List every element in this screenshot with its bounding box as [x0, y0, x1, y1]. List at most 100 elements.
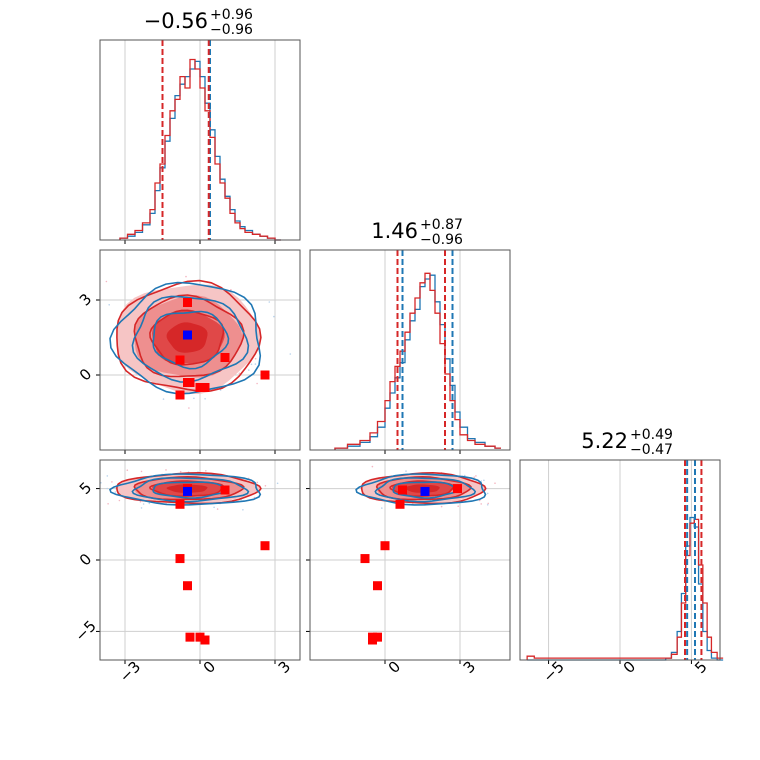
sample-point	[139, 501, 142, 503]
title-upper-error: +0.49	[630, 427, 673, 443]
sample-point	[273, 315, 275, 318]
histogram-series-a	[334, 274, 501, 450]
sample-point	[108, 304, 110, 306]
density-contours	[100, 469, 279, 645]
axes-frame	[309, 249, 511, 451]
panels: −3 0 3 0 3 −5 0 503−505	[71, 39, 724, 686]
sample-point	[106, 475, 109, 477]
diag-panel-p3	[519, 459, 724, 664]
red-marker	[220, 485, 230, 495]
contour-series-a	[109, 473, 262, 506]
sample-point	[276, 482, 279, 485]
sample-point	[142, 503, 145, 505]
red-marker	[360, 554, 370, 564]
red-marker	[175, 355, 185, 365]
sample-point	[480, 503, 483, 505]
sample-point	[105, 280, 108, 283]
sample-point	[114, 491, 117, 493]
histogram-series-a	[527, 516, 724, 661]
title-lower-error: −0.96	[420, 232, 463, 248]
histogram-series-b	[526, 518, 724, 660]
y-tick-label-p3: 5	[76, 478, 95, 497]
sample-point	[204, 398, 206, 400]
contour-series-a	[131, 477, 250, 503]
sample-point	[250, 363, 253, 366]
sample-point	[463, 474, 466, 477]
blue-marker	[420, 486, 430, 496]
sample-point	[473, 476, 476, 479]
sample-point	[268, 301, 271, 303]
sample-point	[213, 506, 215, 509]
contour-series-a	[152, 481, 230, 499]
contour-series-a	[131, 295, 250, 383]
sample-point	[494, 482, 496, 485]
diag-panel-p1	[99, 39, 301, 244]
title-lower-error: −0.96	[210, 22, 253, 38]
panel-title-p1: −0.56 +0.96−0.96	[144, 7, 253, 38]
red-marker	[398, 485, 407, 495]
y-tick-label-p3: −5	[71, 617, 99, 645]
sample-point	[242, 509, 244, 511]
red-marker	[260, 541, 270, 551]
sample-point	[480, 480, 483, 482]
sample-point	[107, 503, 109, 505]
sample-point	[405, 470, 407, 472]
sample-point	[193, 397, 195, 400]
red-marker	[195, 383, 205, 392]
title-upper-error: +0.87	[420, 217, 463, 233]
diag-panel-p2	[309, 249, 511, 454]
sample-point	[371, 465, 374, 468]
sample-point	[264, 485, 267, 487]
sample-point	[248, 369, 250, 371]
pair-panel-p1-p3	[96, 459, 301, 664]
sample-point	[483, 479, 485, 482]
red-marker	[368, 635, 377, 645]
red-marker	[175, 499, 185, 509]
title-value: −0.56	[144, 9, 208, 33]
sample-point	[253, 496, 256, 499]
red-marker	[380, 541, 390, 551]
sample-point	[185, 275, 187, 278]
red-marker	[183, 378, 192, 387]
red-marker	[183, 581, 192, 591]
x-tick-label-p1: −3	[116, 658, 144, 686]
title-value: 1.46	[371, 219, 418, 243]
sample-point	[254, 363, 257, 365]
red-marker	[200, 635, 210, 645]
sample-point	[179, 470, 182, 473]
red-marker	[200, 383, 210, 392]
sample-point	[106, 487, 108, 490]
sample-point	[188, 407, 190, 409]
pair-panel-p1-p2	[96, 249, 301, 454]
red-marker	[395, 499, 405, 509]
red-marker	[175, 554, 185, 564]
contour-series-a	[355, 473, 487, 506]
panel-title-p3: 5.22 +0.49−0.47	[581, 427, 673, 458]
contour-series-b	[149, 309, 225, 366]
sample-point	[162, 398, 165, 400]
x-tick-label-p3: −5	[539, 658, 567, 686]
sample-point	[140, 507, 143, 509]
histogram-series-b	[119, 58, 281, 241]
sample-point	[238, 372, 241, 375]
sample-point	[381, 507, 383, 509]
axes-frame	[99, 249, 301, 451]
sample-point	[111, 481, 113, 483]
sample-point	[230, 289, 232, 291]
sample-point	[256, 382, 258, 385]
red-marker	[195, 632, 205, 642]
title-lower-error: −0.47	[630, 442, 673, 458]
blue-marker	[183, 330, 192, 340]
density-contours	[105, 275, 292, 409]
red-marker	[220, 353, 230, 362]
red-marker	[185, 632, 195, 642]
axes-frame	[519, 459, 721, 661]
contour-series-a	[152, 310, 230, 370]
axes-frame	[309, 459, 511, 661]
sample-point	[254, 357, 257, 360]
sample-point	[486, 492, 489, 495]
panel-title-p2: 1.46 +0.87−0.96	[371, 217, 463, 248]
sample-point	[148, 502, 151, 505]
sample-point	[219, 389, 222, 391]
